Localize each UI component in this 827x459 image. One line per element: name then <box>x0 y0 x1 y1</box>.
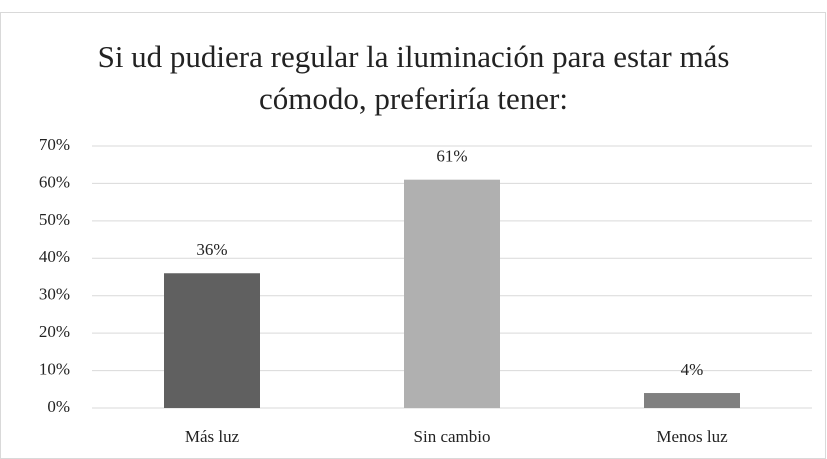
y-tick-label: 70% <box>39 135 70 154</box>
y-tick-label: 60% <box>39 172 70 191</box>
x-tick-label: Más luz <box>185 427 240 446</box>
bar <box>644 393 740 408</box>
bar <box>404 179 500 408</box>
data-label: 36% <box>196 240 227 259</box>
x-tick-label: Menos luz <box>656 427 728 446</box>
data-label: 4% <box>681 360 704 379</box>
y-tick-label: 50% <box>39 210 70 229</box>
data-label: 61% <box>436 147 467 166</box>
y-tick-label: 0% <box>47 397 70 416</box>
bar <box>164 273 260 408</box>
x-tick-label: Sin cambio <box>414 427 491 446</box>
chart-title: Si ud pudiera regular la iluminación par… <box>97 39 730 116</box>
y-tick-label: 20% <box>39 322 70 341</box>
y-tick-label: 10% <box>39 359 70 378</box>
y-tick-label: 40% <box>39 247 70 266</box>
y-tick-label: 30% <box>39 285 70 304</box>
